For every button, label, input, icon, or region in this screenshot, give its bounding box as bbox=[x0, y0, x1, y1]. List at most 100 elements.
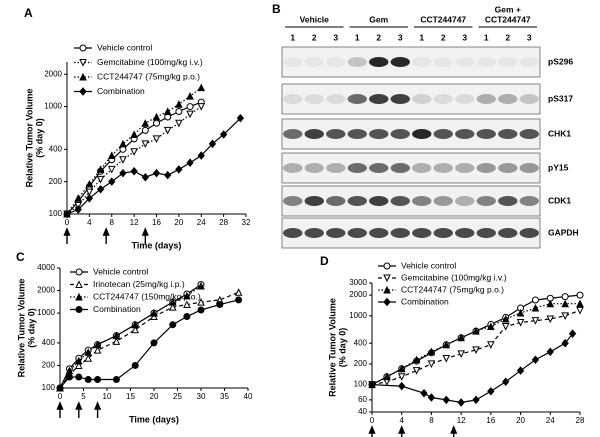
marker bbox=[457, 398, 465, 407]
band bbox=[412, 163, 432, 173]
y-tick-label: 200 bbox=[49, 177, 63, 186]
y-tick-label: 40 bbox=[358, 407, 367, 416]
marker bbox=[183, 313, 191, 321]
x-tick-label: 24 bbox=[197, 218, 206, 227]
band bbox=[347, 129, 367, 139]
y-tick-label: 4000 bbox=[37, 263, 55, 272]
marker bbox=[487, 341, 495, 349]
marker bbox=[169, 321, 177, 329]
marker bbox=[420, 388, 428, 398]
y-axis-label: (% day 0) bbox=[337, 328, 347, 368]
marker bbox=[56, 384, 64, 392]
marker bbox=[65, 373, 73, 381]
y-tick-label: 1000 bbox=[44, 102, 62, 111]
band bbox=[433, 94, 453, 104]
band bbox=[390, 57, 410, 67]
band bbox=[498, 57, 518, 67]
band bbox=[433, 163, 453, 173]
marker bbox=[427, 347, 436, 356]
marker bbox=[576, 291, 584, 299]
band bbox=[455, 196, 475, 206]
band bbox=[283, 94, 303, 104]
group-label: Vehicle bbox=[300, 14, 330, 24]
row-label: CHK1 bbox=[548, 128, 571, 138]
series-line bbox=[66, 117, 241, 215]
x-tick-label: 15 bbox=[126, 392, 135, 401]
legend-label: Gemcitabine (100mg/kg i.v.) bbox=[97, 57, 203, 67]
dose-arrow bbox=[450, 425, 458, 437]
marker bbox=[576, 306, 584, 315]
marker bbox=[568, 329, 577, 338]
band bbox=[476, 129, 496, 139]
blot-strip bbox=[281, 152, 541, 184]
panel-letter: B bbox=[272, 2, 281, 16]
marker bbox=[383, 372, 391, 381]
x-tick-label: 12 bbox=[130, 218, 139, 227]
marker bbox=[74, 205, 82, 214]
legend-label: Gemcitabine (100mg/kg i.v.) bbox=[401, 272, 507, 282]
x-axis-label: Time (days) bbox=[129, 414, 179, 424]
marker bbox=[131, 325, 140, 334]
blot-strip bbox=[281, 83, 541, 115]
x-tick-label: 20 bbox=[150, 392, 159, 401]
marker bbox=[85, 188, 94, 197]
band bbox=[326, 94, 346, 104]
marker bbox=[501, 314, 510, 323]
band bbox=[304, 94, 324, 104]
marker bbox=[235, 296, 243, 304]
y-axis-label: (% day 0) bbox=[34, 118, 44, 158]
x-axis-label: Time (days) bbox=[132, 240, 182, 250]
band bbox=[455, 129, 475, 139]
band bbox=[476, 57, 496, 67]
x-tick-label: 32 bbox=[242, 218, 251, 227]
band bbox=[369, 196, 389, 206]
marker bbox=[119, 156, 127, 164]
marker bbox=[216, 301, 224, 309]
dose-arrow bbox=[75, 401, 83, 418]
x-tick-label: 40 bbox=[244, 392, 253, 401]
marker bbox=[383, 274, 391, 283]
y-tick-label: 1000 bbox=[349, 311, 367, 320]
marker bbox=[79, 87, 87, 96]
band bbox=[304, 57, 324, 67]
band bbox=[347, 57, 367, 67]
band bbox=[304, 228, 324, 238]
marker bbox=[163, 107, 172, 115]
x-tick-label: 0 bbox=[58, 392, 63, 401]
x-tick-label: 25 bbox=[173, 392, 182, 401]
marker bbox=[442, 340, 451, 349]
marker bbox=[531, 303, 540, 312]
band bbox=[433, 228, 453, 238]
marker bbox=[94, 375, 102, 383]
marker bbox=[442, 395, 450, 405]
marker bbox=[183, 291, 191, 300]
marker bbox=[141, 140, 150, 148]
group-label: Gem bbox=[369, 14, 388, 24]
marker bbox=[96, 175, 105, 184]
marker bbox=[75, 280, 83, 288]
marker bbox=[183, 300, 191, 309]
marker bbox=[74, 356, 83, 365]
band bbox=[433, 129, 453, 139]
marker bbox=[119, 168, 127, 178]
marker bbox=[93, 346, 102, 354]
band bbox=[433, 196, 453, 206]
y-tick-label: 60 bbox=[358, 395, 367, 404]
x-tick-label: 24 bbox=[546, 416, 555, 425]
row-label: pS296 bbox=[548, 56, 573, 66]
marker bbox=[546, 315, 555, 324]
x-tick-label: 16 bbox=[486, 416, 495, 425]
marker bbox=[150, 308, 158, 317]
marker bbox=[164, 170, 172, 180]
group-label: CCT244747 bbox=[420, 14, 466, 24]
band bbox=[498, 129, 518, 139]
x-tick-label: 20 bbox=[174, 218, 183, 227]
marker bbox=[150, 339, 158, 347]
marker bbox=[197, 281, 205, 290]
x-tick-label: 5 bbox=[81, 392, 86, 401]
marker bbox=[84, 348, 93, 356]
marker bbox=[131, 320, 140, 329]
band bbox=[304, 196, 324, 206]
x-tick-label: 8 bbox=[110, 218, 115, 227]
